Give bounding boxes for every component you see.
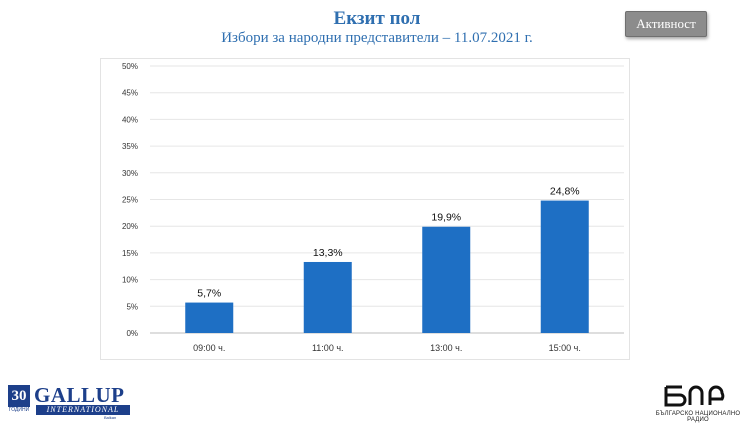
x-tick-label: 15:00 ч. (549, 343, 581, 353)
x-tick-label: 09:00 ч. (193, 343, 225, 353)
gallup-sub: Balkan (104, 415, 117, 420)
gallup-years-caption: ГОДИНИ (8, 407, 30, 413)
gallup-years-mark: 30 (8, 385, 30, 407)
data-label: 24,8% (550, 186, 580, 198)
activity-badge[interactable]: Активност (625, 11, 707, 37)
y-tick-label: 35% (122, 142, 138, 151)
y-tick-label: 25% (122, 196, 138, 205)
page-subtitle: Избори за народни представители – 11.07.… (221, 30, 533, 46)
data-label: 19,9% (431, 212, 461, 224)
data-label: 5,7% (197, 288, 221, 300)
gallup-international: INTERNATIONAL (36, 405, 130, 415)
bar (540, 200, 589, 333)
x-tick-label: 11:00 ч. (312, 343, 344, 353)
y-tick-label: 30% (122, 169, 138, 178)
gallup-name: GALLUP (34, 383, 125, 407)
bnr-caption: БЪЛГАРСКО НАЦИОНАЛНО РАДИО (655, 411, 741, 423)
y-tick-label: 40% (122, 115, 138, 124)
y-tick-label: 0% (126, 329, 138, 338)
gallup-logo: 30 ГОДИНИ GALLUP INTERNATIONAL Balkan (6, 383, 131, 420)
y-tick-label: 45% (122, 89, 138, 98)
bar (422, 226, 471, 333)
data-label: 13,3% (313, 247, 343, 259)
page-title: Екзит пол (333, 8, 421, 29)
bar (303, 261, 352, 333)
y-tick-label: 20% (122, 222, 138, 231)
y-tick-label: 10% (122, 276, 138, 285)
bnr-logo-icon (664, 385, 725, 407)
y-tick-label: 15% (122, 249, 138, 258)
bar (185, 302, 234, 333)
x-tick-label: 13:00 ч. (430, 343, 462, 353)
y-tick-label: 5% (126, 302, 138, 311)
bnr-logo: БЪЛГАРСКО НАЦИОНАЛНО РАДИО (648, 383, 748, 423)
y-tick-label: 50% (122, 62, 138, 71)
